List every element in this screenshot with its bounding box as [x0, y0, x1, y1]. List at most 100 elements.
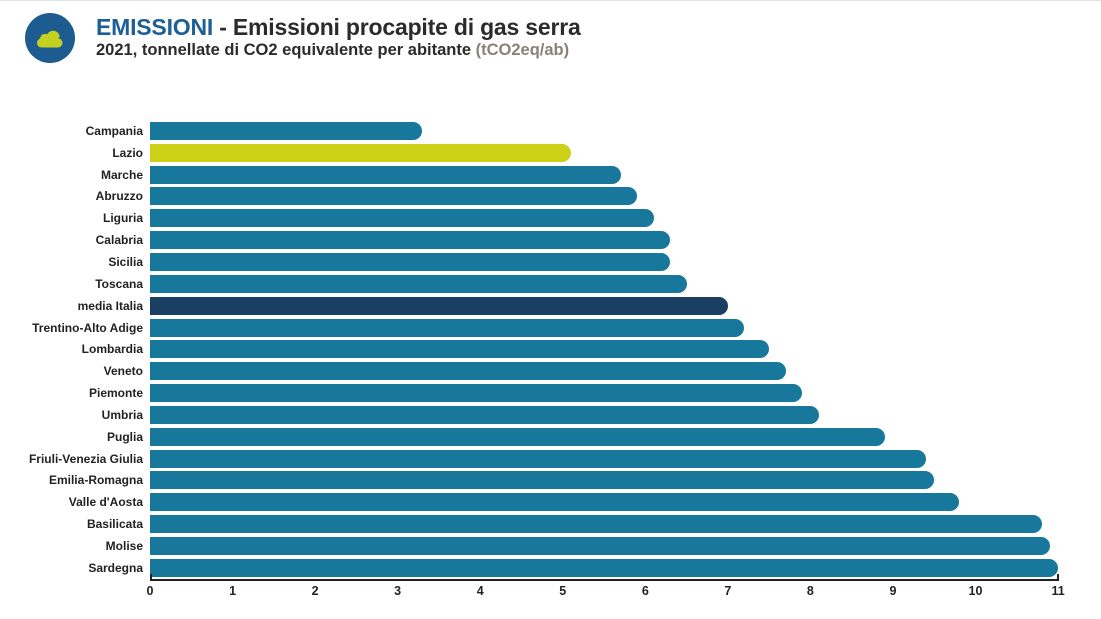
bar [150, 318, 745, 337]
bar-track [150, 165, 1060, 184]
row-label: Abruzzo [95, 189, 143, 204]
bar-track [150, 318, 1060, 337]
bar-track [150, 296, 1060, 315]
x-tick-label: 10 [968, 584, 983, 598]
row-label: Trentino-Alto Adige [32, 320, 143, 335]
row-label: Liguria [102, 211, 143, 226]
bar [150, 471, 935, 490]
x-tick-label: 5 [559, 584, 567, 598]
bar-track [150, 340, 1060, 359]
row-label: Toscana [95, 276, 143, 291]
chart-row: Valle d'Aosta [0, 491, 1101, 513]
row-label: Sardegna [88, 560, 143, 575]
chart-row: Lombardia [0, 338, 1101, 360]
bar-track [150, 362, 1060, 381]
row-label: Calabria [95, 233, 143, 248]
row-label: Puglia [106, 429, 143, 444]
row-label: Emilia-Romagna [48, 473, 143, 488]
x-tick-label: 6 [641, 584, 649, 598]
bar-track [150, 558, 1060, 577]
bar [150, 165, 621, 184]
page-subtitle: 2021, tonnellate di CO2 equivalente per … [96, 41, 581, 61]
row-label: Campania [85, 123, 143, 138]
row-label: Basilicata [86, 517, 143, 532]
chart-row: Umbria [0, 404, 1101, 426]
chart-row: Veneto [0, 360, 1101, 382]
bar-track [150, 427, 1060, 446]
subtitle-main: 2021, tonnellate di CO2 equivalente per … [96, 41, 476, 60]
bar-track [150, 209, 1060, 228]
row-label: Piemonte [88, 386, 143, 401]
x-tick-label: 2 [311, 584, 319, 598]
bar [150, 252, 671, 271]
emissions-badge [25, 13, 75, 63]
bar [150, 187, 638, 206]
row-label: Veneto [103, 364, 143, 379]
x-tick-label: 9 [889, 584, 897, 598]
x-axis: 0 1 2 3 4 5 6 7 8 9 10 11 [147, 574, 1065, 598]
bar [150, 536, 1050, 555]
bar-track [150, 449, 1060, 468]
bar-track [150, 471, 1060, 490]
bar-track [150, 143, 1060, 162]
row-label: Lombardia [81, 342, 143, 357]
x-tick-label: 1 [229, 584, 237, 598]
header-titles: EMISSIONI - Emissioni procapite di gas s… [96, 11, 581, 61]
x-axis-ticks: 0 1 2 3 4 5 6 7 8 9 10 11 [147, 581, 1065, 598]
page-title: EMISSIONI - Emissioni procapite di gas s… [96, 14, 581, 40]
chart-row: Sicilia [0, 251, 1101, 273]
bar [150, 143, 571, 162]
chart-row: Marche [0, 164, 1101, 186]
bar-track [150, 187, 1060, 206]
x-tick-label: 8 [806, 584, 814, 598]
x-tick-label: 7 [724, 584, 732, 598]
bar [150, 296, 728, 315]
bar-track [150, 121, 1060, 140]
row-label: Friuli-Venezia Giulia [28, 451, 143, 466]
title-keyword: EMISSIONI [96, 14, 214, 40]
chart-row: Molise [0, 535, 1101, 557]
bar [150, 231, 671, 250]
chart-row: Toscana [0, 273, 1101, 295]
chart-row: Emilia-Romagna [0, 470, 1101, 492]
chart-row: Friuli-Venezia Giulia [0, 448, 1101, 470]
row-label: Lazio [112, 145, 143, 160]
bar [150, 121, 423, 140]
bar [150, 274, 687, 293]
chart-row: Abruzzo [0, 186, 1101, 208]
chart-row: Puglia [0, 426, 1101, 448]
bar-track [150, 231, 1060, 250]
bar [150, 362, 786, 381]
subtitle-unit: (tCO2eq/ab) [475, 41, 570, 60]
bar-track [150, 405, 1060, 424]
chart-row: Campania [0, 120, 1101, 142]
bar [150, 384, 803, 403]
row-label: Molise [105, 538, 143, 553]
row-label: Sicilia [108, 254, 143, 269]
x-tick-label: 11 [1051, 584, 1065, 598]
chart-row: Lazio [0, 142, 1101, 164]
chart-row: Trentino-Alto Adige [0, 317, 1101, 339]
row-label: media Italia [77, 298, 143, 313]
bar [150, 449, 926, 468]
chart-row: Sardegna [0, 557, 1101, 579]
title-rest: - Emissioni procapite di gas serra [213, 14, 581, 40]
bar-track [150, 493, 1060, 512]
chart-row: Piemonte [0, 382, 1101, 404]
bar [150, 405, 819, 424]
x-tick-label: 3 [394, 584, 402, 598]
x-tick-label: 0 [146, 584, 154, 598]
bar-track [150, 536, 1060, 555]
bar [150, 340, 770, 359]
row-label: Umbria [101, 407, 143, 422]
bar-chart: Campania Lazio Marche Abruzzo Liguria Calabri… [0, 120, 1101, 579]
bar [150, 558, 1059, 577]
row-label: Marche [100, 167, 143, 182]
bar [150, 427, 885, 446]
chart-row: media Italia [0, 295, 1101, 317]
chart-rows: Campania Lazio Marche Abruzzo Liguria Calabri… [0, 120, 1101, 579]
chart-header: EMISSIONI - Emissioni procapite di gas s… [25, 11, 581, 63]
bar-track [150, 274, 1060, 293]
chart-row: Calabria [0, 229, 1101, 251]
chart-row: Basilicata [0, 513, 1101, 535]
